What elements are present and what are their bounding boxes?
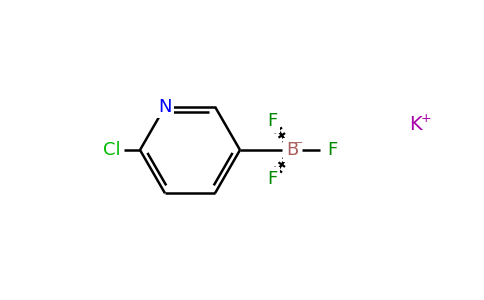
Text: N: N	[158, 98, 172, 116]
Text: +: +	[421, 112, 431, 125]
Text: F: F	[327, 141, 337, 159]
Text: B: B	[286, 141, 298, 159]
Text: −: −	[294, 138, 303, 148]
Text: Cl: Cl	[103, 141, 121, 159]
Text: F: F	[267, 170, 277, 188]
Text: F: F	[267, 112, 277, 130]
Text: K: K	[408, 116, 421, 134]
